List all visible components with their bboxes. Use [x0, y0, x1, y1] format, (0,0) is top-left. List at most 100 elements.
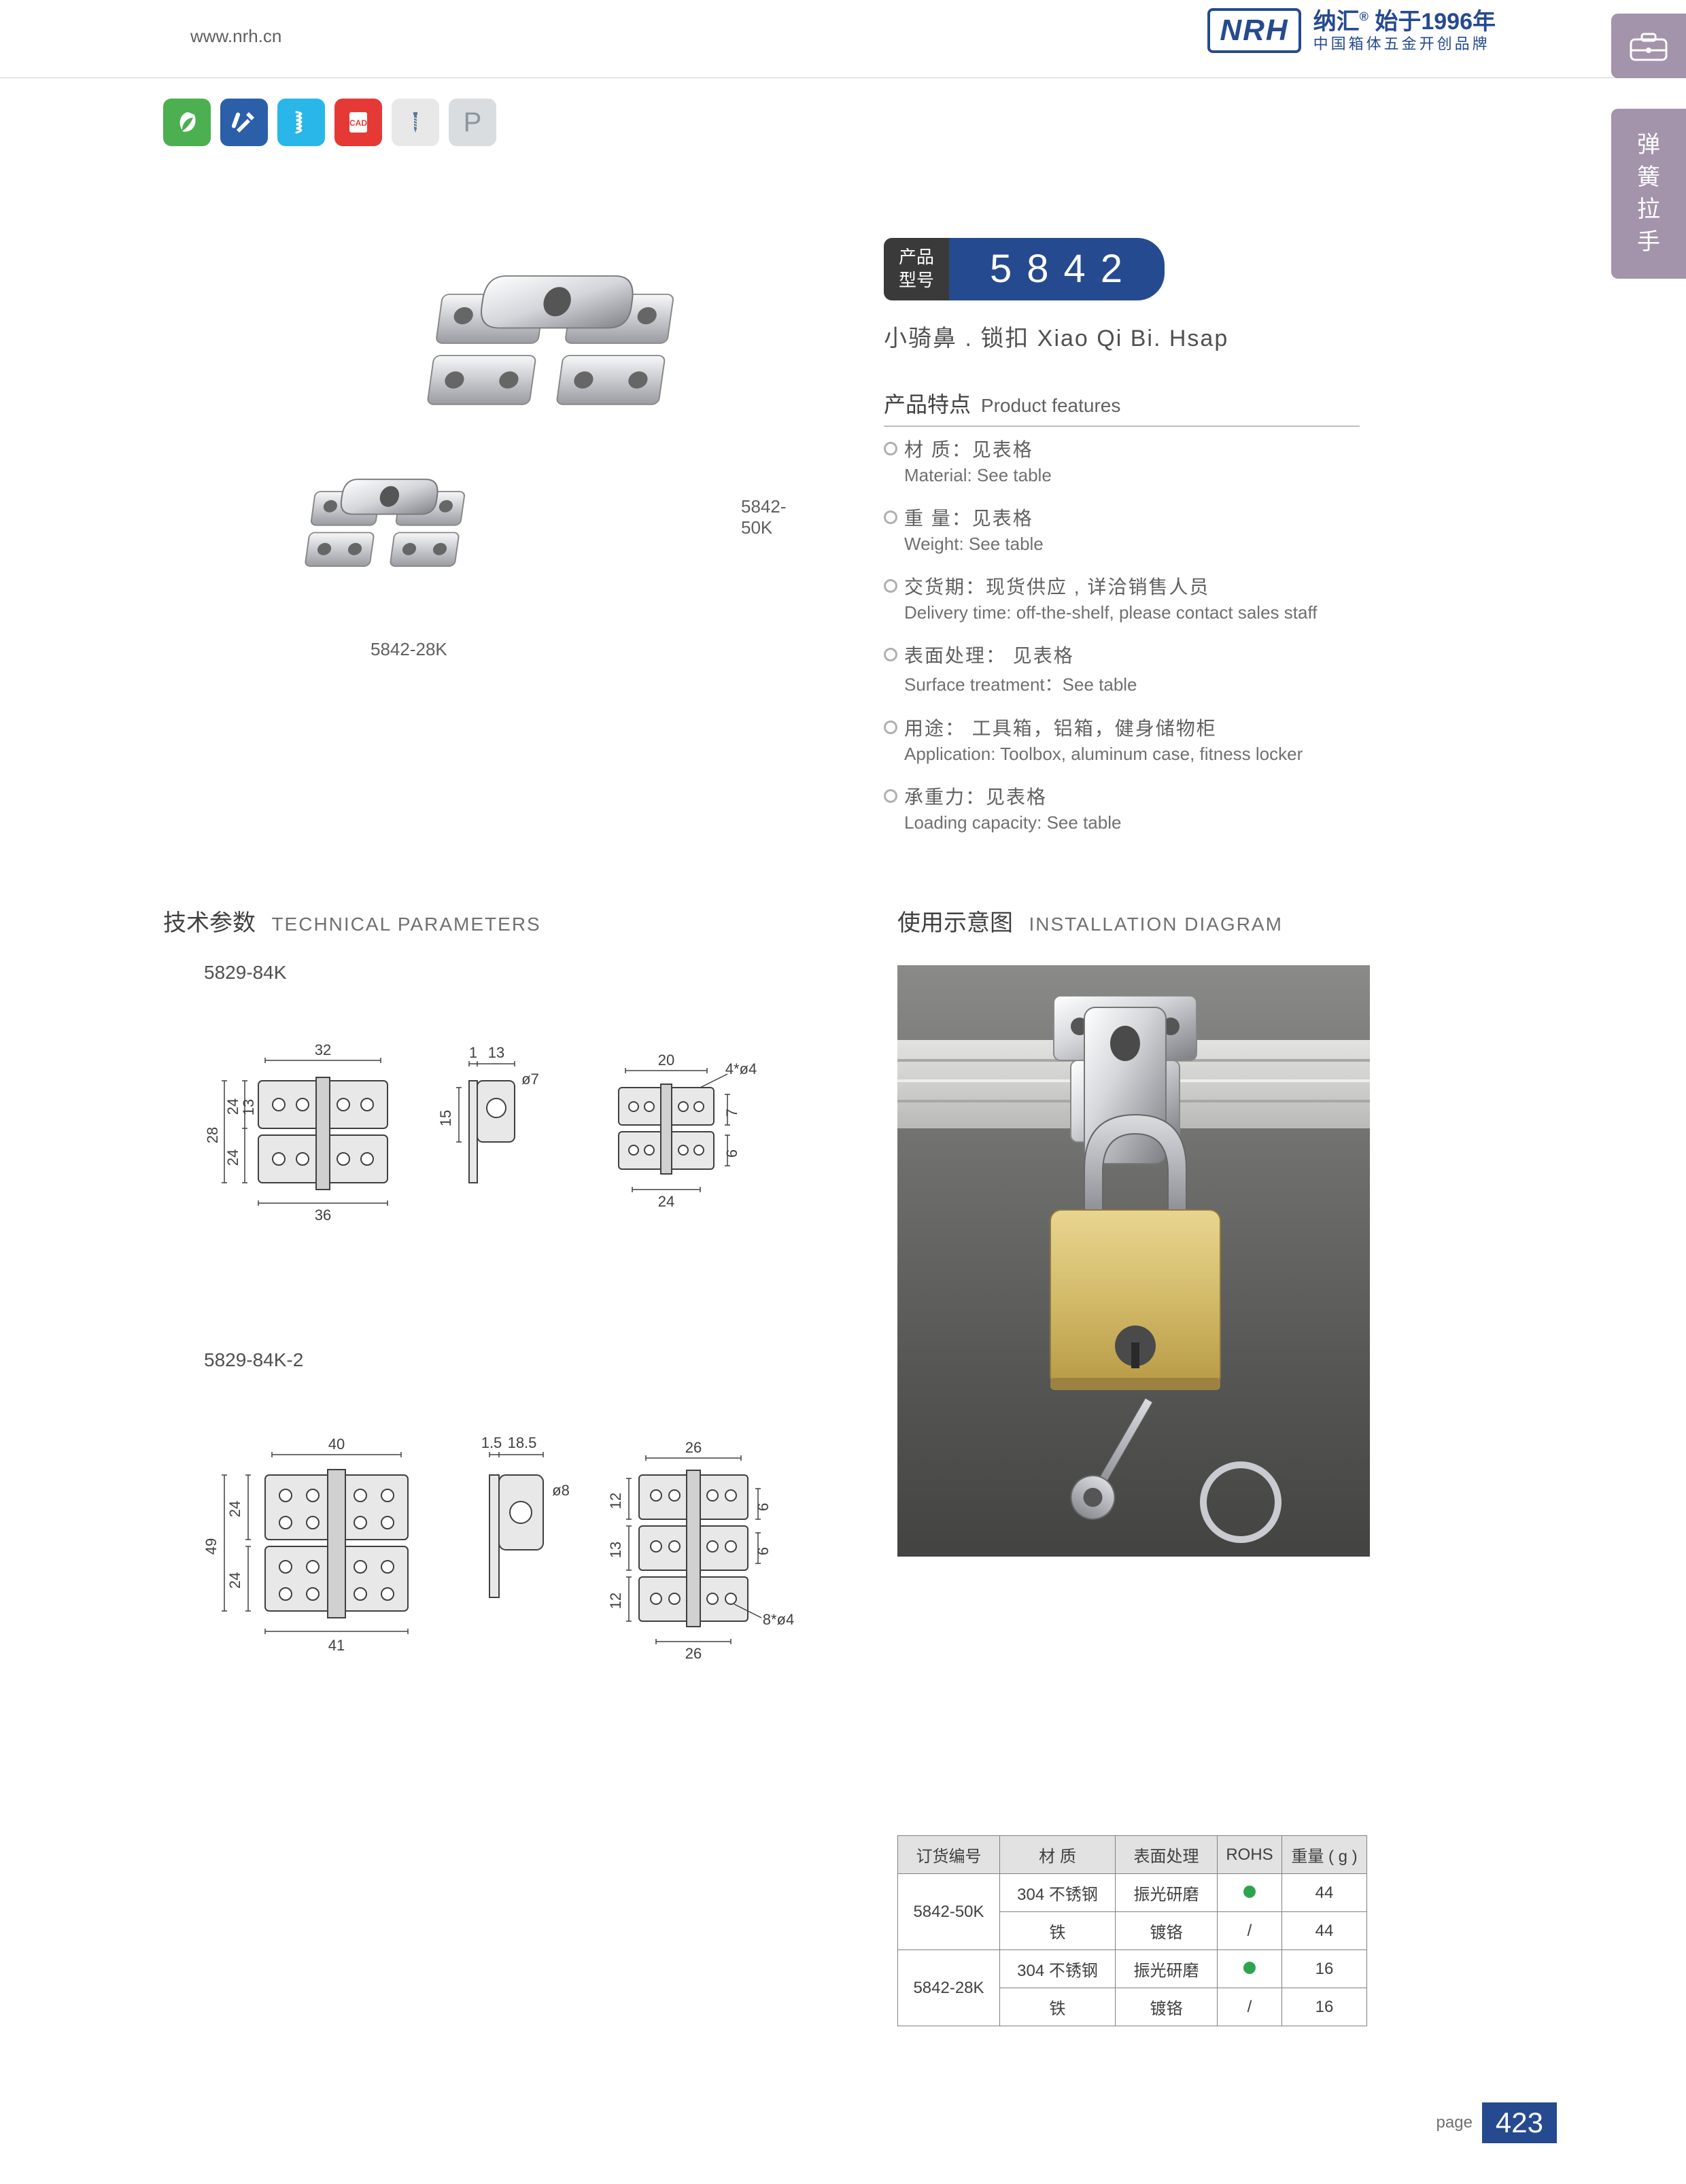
svg-text:CAD: CAD: [349, 118, 367, 128]
feature-cn: 承重力：见表格: [904, 782, 1373, 810]
tools-icon: [220, 99, 268, 146]
cell-surf: 振光研磨: [1116, 1950, 1218, 1988]
svg-text:8*ø4: 8*ø4: [763, 1611, 794, 1628]
th-rohs: ROHS: [1218, 1836, 1282, 1874]
feature-en: Delivery time: off-the-shelf, please con…: [904, 602, 1373, 623]
product-subtitle: 小骑鼻 . 锁扣 Xiao Qi Bi. Hsap: [884, 319, 1228, 353]
th-mat: 材 质: [1000, 1836, 1116, 1874]
product-images: 5842-50K 5842-28K: [204, 224, 782, 714]
logo-text: 纳汇® 始于1996年 中国箱体五金开创品牌: [1313, 9, 1496, 52]
svg-text:ø7: ø7: [521, 1071, 539, 1088]
drawing1: 28 24 24 13 32 36: [177, 999, 761, 1285]
th-surf: 表面处理: [1116, 1836, 1218, 1874]
page-footer: page 423: [1436, 2102, 1557, 2143]
site-url: www.nrh.cn: [190, 26, 281, 47]
cad-icon: CAD: [334, 99, 382, 146]
feature-en: Surface treatment：See table: [904, 671, 1373, 696]
logo-abbr: NRH: [1207, 8, 1301, 53]
svg-text:26: 26: [685, 1645, 702, 1662]
feature-item: 表面处理： 见表格 Surface treatment：See table: [884, 641, 1373, 696]
model-right: 5842: [949, 238, 1165, 300]
svg-text:12: 12: [607, 1493, 624, 1509]
cell-code: 5842-28K: [898, 1950, 1000, 2026]
cell-wt: 16: [1282, 1950, 1367, 1988]
cell-wt: 44: [1282, 1912, 1367, 1950]
svg-text:13: 13: [240, 1099, 257, 1115]
caption-large: 5842-50K: [741, 496, 787, 538]
cell-rohs: [1218, 1950, 1282, 1988]
spring-icon: [277, 99, 325, 146]
cell-wt: 44: [1282, 1874, 1367, 1912]
cell-mat: 304 不锈钢: [1000, 1950, 1116, 1988]
cell-rohs: [1218, 1874, 1282, 1912]
feature-item: 重 量：见表格 Weight: See table: [884, 504, 1373, 555]
feature-item: 承重力：见表格 Loading capacity: See table: [884, 782, 1373, 833]
cell-mat: 铁: [1000, 1988, 1116, 2026]
feature-cn: 材 质：见表格: [904, 435, 1373, 462]
cell-mat: 304 不锈钢: [1000, 1874, 1116, 1912]
feature-en: Weight: See table: [904, 534, 1373, 555]
svg-text:36: 36: [315, 1207, 331, 1224]
svg-text:41: 41: [328, 1637, 345, 1654]
cell-mat: 铁: [1000, 1912, 1116, 1950]
page-number: 423: [1482, 2102, 1557, 2143]
eco-icon: [163, 99, 211, 146]
table-row: 5842-28K304 不锈钢振光研磨16: [898, 1950, 1367, 1988]
svg-text:13: 13: [488, 1044, 504, 1061]
case-icon: [1628, 30, 1669, 63]
svg-text:26: 26: [685, 1439, 702, 1456]
svg-text:24: 24: [224, 1149, 241, 1166]
features-title: 产品特点 Product features: [884, 387, 1360, 427]
drawing2-label: 5829-84K-2: [204, 1349, 303, 1371]
svg-text:6: 6: [755, 1547, 772, 1555]
product-large: [401, 252, 727, 489]
tech-title: 技术参数 TECHNICAL PARAMETERS: [163, 904, 541, 937]
feature-cn: 重 量：见表格: [904, 504, 1373, 531]
feature-en: Material: See table: [904, 465, 1373, 486]
svg-text:24: 24: [226, 1572, 243, 1589]
svg-text:4*ø4: 4*ø4: [725, 1060, 757, 1077]
drawing2: 49 24 24 40 41 1.5 18.5 ø8: [177, 1387, 802, 1727]
svg-text:1: 1: [469, 1044, 477, 1061]
feature-cn: 交货期：现货供应 , 详洽销售人员: [904, 572, 1373, 600]
screw-icon: [392, 99, 439, 146]
cell-rohs: /: [1218, 1912, 1282, 1950]
features-list: 材 质：见表格 Material: See table 重 量：见表格 Weigh…: [884, 435, 1373, 851]
svg-text:24: 24: [226, 1501, 243, 1517]
svg-text:ø8: ø8: [552, 1482, 570, 1499]
drawing1-label: 5829-84K: [204, 962, 286, 984]
svg-text:6: 6: [755, 1503, 772, 1511]
logo-reg: ®: [1360, 10, 1369, 23]
table-row: 5842-50K304 不锈钢振光研磨44: [898, 1874, 1367, 1912]
rohs-dot-icon: [1243, 1962, 1256, 1974]
model-number: 产品 型号 5842: [884, 238, 1165, 300]
cell-rohs: /: [1218, 1988, 1282, 2026]
svg-text:12: 12: [607, 1593, 624, 1609]
svg-text:49: 49: [203, 1538, 220, 1555]
feature-item: 交货期：现货供应 , 详洽销售人员 Delivery time: off-the…: [884, 572, 1373, 623]
logo-cn: 纳汇: [1313, 9, 1360, 35]
svg-text:20: 20: [658, 1052, 674, 1069]
model-left: 产品 型号: [884, 238, 949, 300]
svg-text:32: 32: [315, 1041, 331, 1058]
spec-table: 订货编号 材 质 表面处理 ROHS 重量 ( g ) 5842-50K304 …: [897, 1835, 1367, 2026]
cell-wt: 16: [1282, 1988, 1367, 2026]
cell-surf: 振光研磨: [1116, 1874, 1218, 1912]
logo: NRH 纳汇® 始于1996年 中国箱体五金开创品牌: [1207, 8, 1496, 53]
feature-en: Loading capacity: See table: [904, 812, 1373, 833]
p-icon: P: [449, 99, 496, 146]
svg-text:28: 28: [204, 1127, 221, 1143]
installation-photo: [897, 965, 1370, 1557]
svg-text:18.5: 18.5: [508, 1434, 537, 1451]
th-code: 订货编号: [898, 1836, 1000, 1874]
logo-slogan: 中国箱体五金开创品牌: [1313, 35, 1496, 52]
cell-surf: 镀铬: [1116, 1912, 1218, 1950]
cell-code: 5842-50K: [898, 1874, 1000, 1950]
th-wt: 重量 ( g ): [1282, 1836, 1367, 1874]
feature-cn: 表面处理： 见表格: [904, 641, 1373, 668]
svg-text:6: 6: [723, 1149, 740, 1158]
feature-cn: 用途： 工具箱，铝箱，健身储物柜: [904, 714, 1373, 741]
cell-surf: 镀铬: [1116, 1988, 1218, 2026]
catalog-page: www.nrh.cn NRH 纳汇® 始于1996年 中国箱体五金开创品牌 弹 …: [0, 0, 1686, 2184]
side-tab-icon: [1611, 14, 1686, 78]
